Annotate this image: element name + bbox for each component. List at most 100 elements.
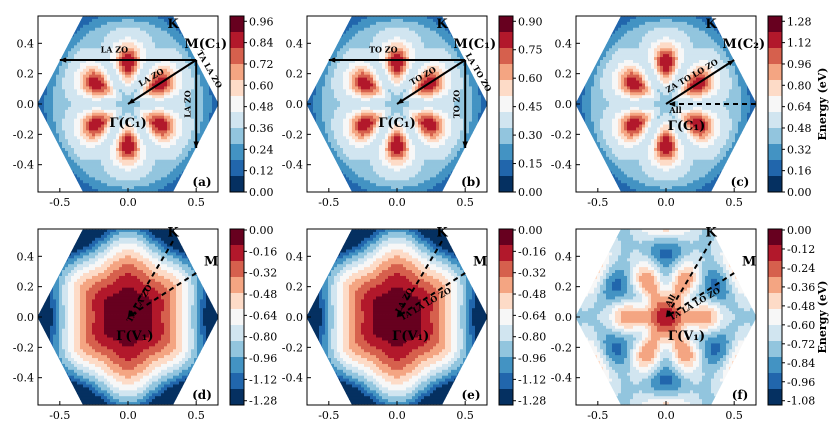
heatmap-cell xyxy=(367,118,371,122)
heatmap-cell xyxy=(110,106,114,111)
heatmap-cell xyxy=(86,142,90,146)
heatmap-cell xyxy=(80,27,84,32)
heatmap-cell xyxy=(56,57,60,61)
heatmap-cell xyxy=(98,139,102,143)
heatmap-cell xyxy=(41,92,45,96)
heatmap-cell xyxy=(188,156,192,161)
heatmap-cell xyxy=(164,48,168,52)
heatmap-cell xyxy=(355,109,359,114)
heatmap-cell xyxy=(137,71,141,76)
heatmap-cell xyxy=(182,162,186,166)
heatmap-cell xyxy=(170,112,174,117)
heatmap-cell xyxy=(185,104,189,108)
heatmap-cell xyxy=(343,48,347,52)
heatmap-cell xyxy=(370,156,374,161)
heatmap-cell xyxy=(149,51,153,55)
heatmap-cell xyxy=(367,130,371,134)
heatmap-cell xyxy=(122,150,126,155)
heatmap-cell xyxy=(68,165,72,169)
heatmap-cell xyxy=(143,86,147,90)
heatmap-cell xyxy=(164,145,168,149)
heatmap-cell xyxy=(367,180,371,184)
heatmap-cell xyxy=(325,136,329,140)
heatmap-cell xyxy=(119,18,123,23)
heatmap-cell xyxy=(65,77,69,81)
heatmap-cell xyxy=(131,68,135,73)
heatmap-cell xyxy=(185,118,189,122)
heatmap-cell xyxy=(158,106,162,111)
heatmap-cell xyxy=(92,74,96,78)
heatmap-cell xyxy=(137,33,141,37)
heatmap-cell xyxy=(59,171,63,175)
heatmap-cell xyxy=(143,95,147,99)
heatmap-cell xyxy=(107,16,111,20)
heatmap-cell xyxy=(68,145,72,149)
heatmap-cell xyxy=(310,57,314,61)
heatmap-cell xyxy=(113,74,117,78)
heatmap-cell xyxy=(155,130,159,134)
heatmap-cell xyxy=(155,36,159,40)
heatmap-cell xyxy=(367,83,371,87)
heatmap-cell xyxy=(140,148,144,152)
heatmap-cell xyxy=(334,60,338,64)
heatmap-cell xyxy=(334,74,338,78)
heatmap-cell xyxy=(53,36,57,40)
heatmap-cell xyxy=(80,174,84,178)
heatmap-cell xyxy=(134,65,138,70)
heatmap-cell xyxy=(131,65,135,70)
heatmap-cell xyxy=(152,39,156,43)
heatmap-cell xyxy=(370,98,374,102)
heatmap-cell xyxy=(367,45,371,49)
heatmap-cell xyxy=(110,86,114,90)
heatmap-cell xyxy=(92,162,96,166)
heatmap-cell xyxy=(56,106,60,111)
heatmap-cell xyxy=(128,177,132,181)
heatmap-cell xyxy=(44,42,48,46)
heatmap-cell xyxy=(182,68,186,73)
heatmap-cell xyxy=(349,45,353,49)
heatmap-cell xyxy=(155,33,159,37)
heatmap-cell xyxy=(77,83,81,87)
heatmap-cell xyxy=(44,156,48,161)
heatmap-cell xyxy=(95,150,99,155)
heatmap-cell xyxy=(170,150,174,155)
heatmap-cell xyxy=(119,121,123,125)
heatmap-cell xyxy=(340,180,344,184)
heatmap-cell xyxy=(176,177,180,181)
heatmap-cell xyxy=(206,136,210,140)
heatmap-cell xyxy=(65,133,69,137)
heatmap-cell xyxy=(134,133,138,137)
heatmap-cell xyxy=(191,54,195,58)
heatmap-cell xyxy=(68,89,72,93)
heatmap-cell xyxy=(38,101,42,105)
heatmap-cell xyxy=(137,54,141,58)
heatmap-cell xyxy=(53,165,57,169)
heatmap-cell xyxy=(95,183,99,187)
heatmap-cell xyxy=(59,30,63,34)
heatmap-cell xyxy=(116,24,120,29)
heatmap-cell xyxy=(325,57,329,61)
colorbar-segment xyxy=(230,176,244,185)
heatmap-cell xyxy=(328,153,332,158)
heatmap-cell xyxy=(170,168,174,172)
heatmap-cell xyxy=(128,27,132,32)
heatmap-cell xyxy=(349,95,353,99)
heatmap-cell xyxy=(176,150,180,155)
heatmap-cell xyxy=(149,174,153,178)
heatmap-cell xyxy=(173,30,177,34)
heatmap-cell xyxy=(98,162,102,166)
heatmap-cell xyxy=(80,62,84,67)
heatmap-cell xyxy=(167,127,171,131)
heatmap-cell xyxy=(68,30,72,34)
heatmap-cell xyxy=(104,39,108,43)
heatmap-cell xyxy=(80,159,84,164)
heatmap-cell xyxy=(325,98,329,102)
heatmap-cell xyxy=(98,24,102,29)
heatmap-cell xyxy=(128,51,132,55)
heatmap-cell xyxy=(68,39,72,43)
heatmap-cell xyxy=(62,36,66,40)
heatmap-cell xyxy=(176,130,180,134)
heatmap-cell xyxy=(59,156,63,161)
heatmap-cell xyxy=(98,165,102,169)
heatmap-cell xyxy=(313,39,317,43)
